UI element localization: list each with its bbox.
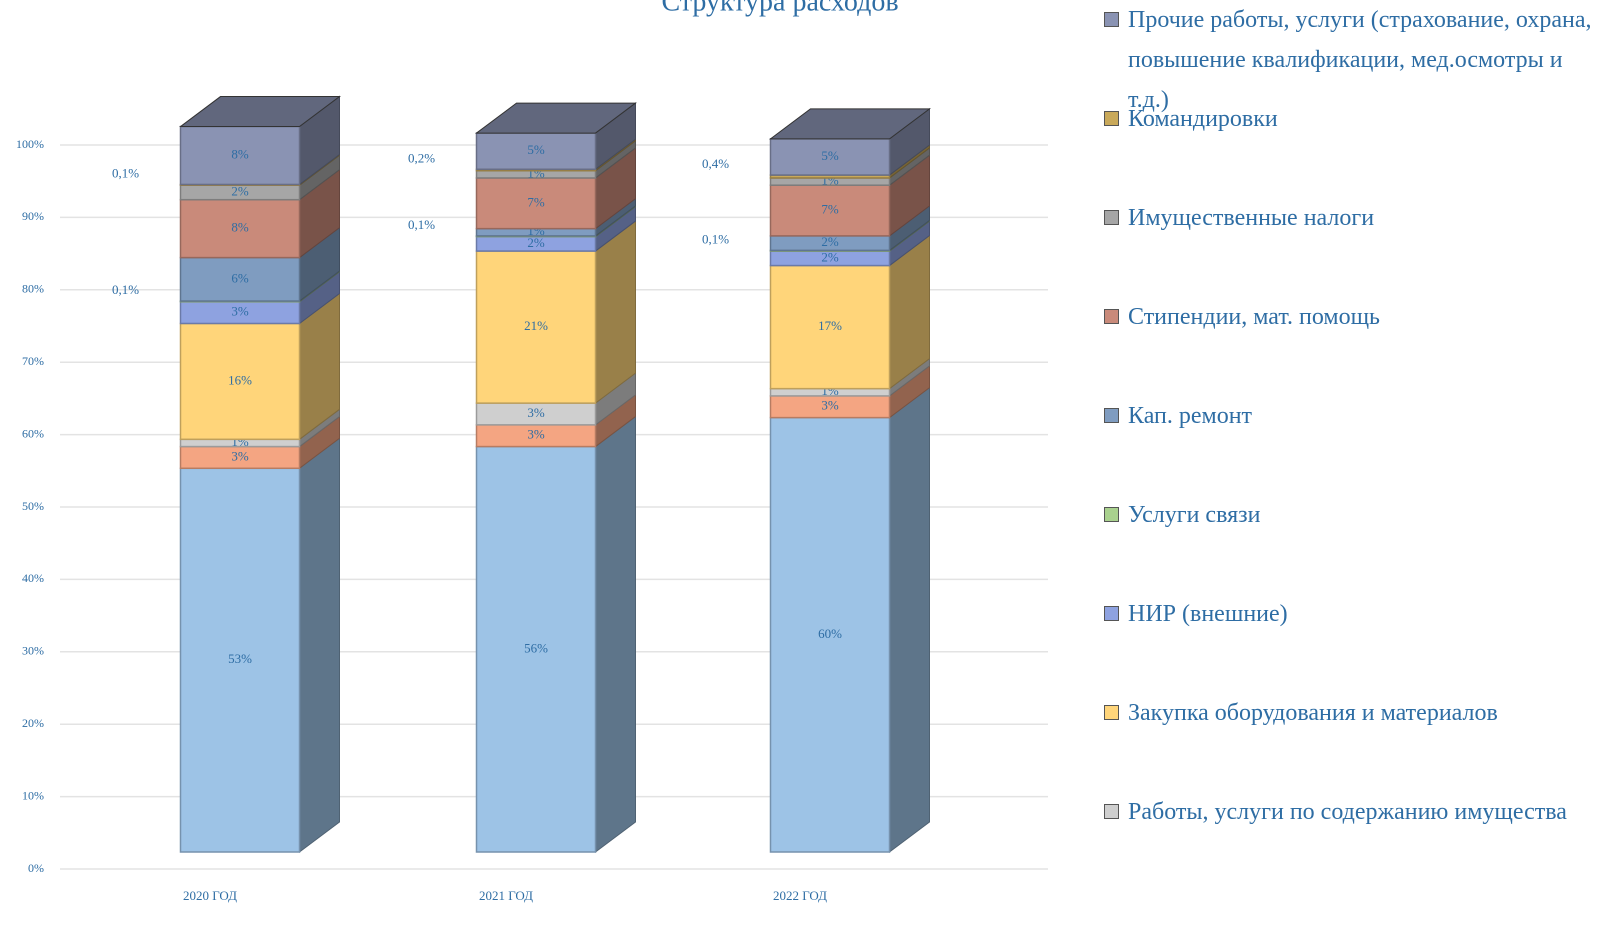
legend-item: Работы, услуги по содержанию имущества [1100,792,1598,832]
legend-label: Работы, услуги по содержанию имущества [1128,799,1567,825]
y-tick-label: 60% [22,426,44,440]
data-label: 16% [228,372,252,387]
legend-swatch [1104,804,1119,819]
legend-swatch [1104,111,1119,126]
data-label: 0,2% [408,150,435,165]
data-label: 6% [231,270,249,285]
bar [475,250,597,404]
data-label: 8% [231,220,249,235]
bar-top [474,102,638,134]
data-label: 3% [527,405,545,420]
legend-swatch [1104,309,1119,324]
y-tick-label: 40% [22,571,44,585]
legend-swatch [1104,507,1119,522]
bar [179,322,301,441]
legend-item: Прочие работы, услуги (страхование, охра… [1100,0,1598,120]
chart: Структура расходов 0% 10% 20% 30% 40% 50% 60% 7… [16,0,1048,903]
bar [475,445,597,853]
chart-title: Структура расходов [661,0,898,17]
y-tick-label: 20% [22,716,44,730]
bar [179,198,301,259]
data-label: 7% [527,194,545,209]
data-label: 5% [527,142,545,157]
y-tick-label: 90% [22,209,44,223]
y-tick-label: 50% [22,499,44,513]
bar-side [299,437,340,853]
legend-label: Услуги связи [1128,502,1261,528]
x-tick-label: 2022 ГОД [773,888,827,903]
bar-side [595,415,636,853]
y-tick-label: 80% [22,282,44,296]
legend-label: Стипендии, мат. помощь [1128,304,1380,330]
legend-item: Имущественные налоги [1100,198,1598,238]
data-label: 8% [231,146,249,161]
data-label: 0,1% [702,231,729,246]
bar-side [889,386,930,853]
data-label: 3% [231,448,249,463]
data-label: 2% [821,234,839,249]
legend-item: Стипендии, мат. помощь [1100,297,1598,337]
y-tick-label: 70% [22,354,44,368]
x-tick-label: 2020 ГОД [183,888,237,903]
data-label: 0,1% [408,217,435,232]
data-label: 3% [821,398,839,413]
legend-label: Прочие работы, услуги (страхование, охра… [1128,7,1592,113]
bar-top [179,96,341,128]
data-label: 53% [228,651,252,666]
bar-side [595,220,636,405]
legend-swatch [1104,210,1119,225]
data-label: 2% [821,249,839,264]
data-label: 2% [527,235,545,250]
data-label: 56% [524,640,548,655]
bar [769,184,891,237]
data-label: 7% [821,202,839,217]
bar [769,416,891,853]
data-label: 5% [821,148,839,163]
data-label: 0,4% [702,156,729,171]
legend-swatch [1104,12,1119,27]
data-label: 0,1% [112,282,139,297]
legend-item: Кап. ремонт [1100,396,1598,436]
y-tick-label: 30% [22,644,44,658]
data-label: 21% [524,318,548,333]
y-tick-label: 100% [16,137,44,151]
legend-label: Кап. ремонт [1128,403,1253,429]
data-label: 0,1% [112,165,139,180]
data-label: 3% [231,304,249,319]
legend-item: НИР (внешние) [1100,594,1598,634]
data-label: 2% [231,183,249,198]
x-tick-label: 2021 ГОД [479,888,533,903]
legend-swatch [1104,408,1119,423]
legend-label: НИР (внешние) [1128,601,1288,627]
legend-label: Имущественные налоги [1128,205,1375,231]
legend-item: Закупка оборудования и материалов [1100,693,1598,733]
legend-swatch [1104,705,1119,720]
bar [179,256,301,302]
bar [475,132,597,171]
y-tick-label: 10% [22,788,44,802]
data-label: 60% [818,626,842,641]
bar [179,467,301,853]
legend-swatch [1104,606,1119,621]
bar [769,264,891,390]
y-tick-label: 0% [28,861,44,875]
data-label: 17% [818,318,842,333]
bar-top [769,108,931,140]
data-label: 3% [527,427,545,442]
legend-label: Закупка оборудования и материалов [1128,700,1498,726]
legend-item: Услуги связи [1100,495,1598,535]
legend-item: Командировки [1100,99,1598,139]
legend-label: Командировки [1128,106,1278,132]
bar [769,138,891,176]
